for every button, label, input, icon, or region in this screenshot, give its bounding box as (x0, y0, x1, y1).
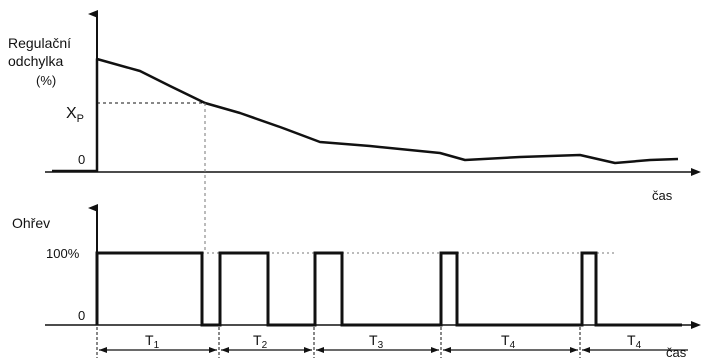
period-label-t3: T3 (369, 332, 384, 351)
period-main: T (253, 332, 262, 348)
period-markers: T1 T2 T3 T4 T4 (96, 327, 688, 358)
xp-sub: P (77, 113, 84, 125)
full-power-label: 100% (46, 246, 80, 261)
period-main: T (501, 332, 510, 348)
lower-zero-label: 0 (78, 308, 85, 323)
period-main: T (145, 332, 154, 348)
xp-label: XP (66, 105, 84, 125)
upper-ylabel-line1: Regulační (8, 35, 71, 51)
lower-ylabel: Ohřev (12, 215, 50, 231)
upper-ylabel-unit: (%) (36, 73, 56, 88)
lower-xlabel: čas (666, 345, 687, 360)
period-sub: 3 (378, 340, 384, 351)
heating-signal (95, 251, 682, 327)
lower-chart: Ohřev 100% 0 čas (12, 204, 701, 360)
period-label-t4-second: T4 (627, 332, 642, 351)
period-label-t2: T2 (253, 332, 268, 351)
xp-main: X (66, 105, 77, 122)
period-sub: 4 (510, 340, 516, 351)
period-sub: 1 (154, 340, 160, 351)
upper-chart: Regulační odchylka (%) XP 0 čas (8, 10, 701, 203)
period-main: T (369, 332, 378, 348)
deviation-curve (52, 57, 679, 173)
period-label-t1: T1 (145, 332, 160, 351)
period-sub: 4 (636, 340, 642, 351)
upper-zero-label: 0 (78, 152, 85, 167)
upper-xlabel: čas (652, 188, 673, 203)
period-main: T (627, 332, 636, 348)
period-sub: 2 (262, 340, 268, 351)
period-label-t4: T4 (501, 332, 516, 351)
upper-ylabel-line2: odchylka (8, 53, 63, 69)
